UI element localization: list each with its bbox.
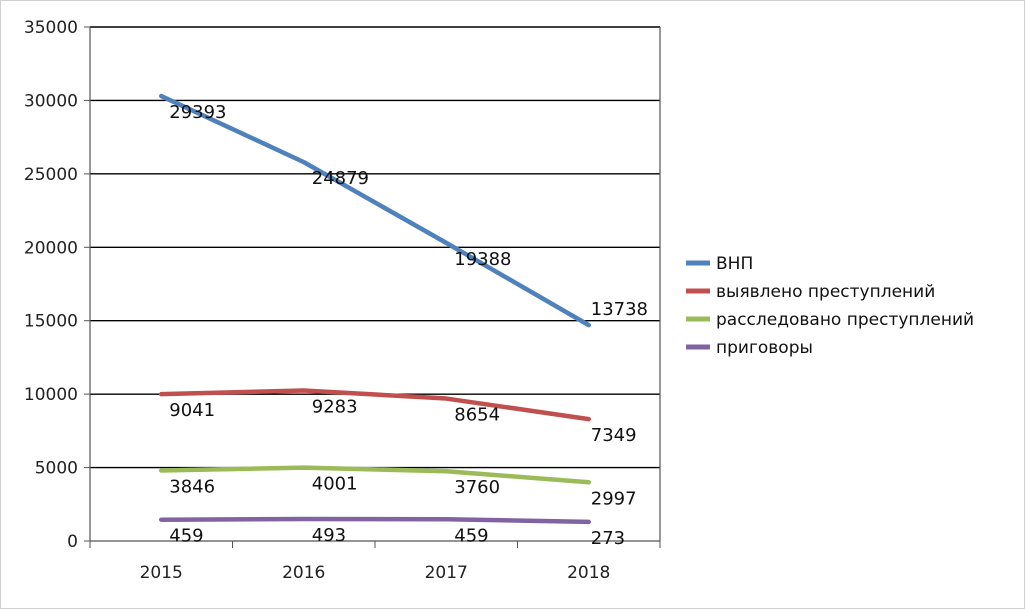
legend-label: ВНП [716, 254, 753, 274]
data-label: 24879 [312, 168, 369, 189]
legend-label: расследовано преступлений [716, 310, 974, 330]
data-label: 273 [591, 528, 625, 549]
data-label: 29393 [169, 102, 226, 123]
legend-label: выявлено преступлений [716, 282, 935, 302]
data-label: 493 [312, 525, 346, 546]
data-label: 3846 [169, 477, 215, 498]
y-tick-label: 30000 [24, 91, 78, 111]
data-label: 3760 [454, 477, 500, 498]
series-line-1 [159, 93, 591, 328]
series-line-3 [159, 465, 591, 485]
x-tick-label: 2018 [567, 563, 610, 583]
data-label: 7349 [591, 425, 637, 446]
data-label: 459 [454, 525, 488, 546]
data-label: 19388 [454, 249, 511, 270]
series-line-2 [159, 388, 591, 422]
y-tick-label: 15000 [24, 312, 78, 332]
data-label: 459 [169, 526, 203, 547]
x-tick-label: 2015 [140, 563, 183, 583]
data-label: 9041 [169, 400, 215, 421]
x-tick-label: 2017 [425, 563, 468, 583]
x-tick-label: 2016 [282, 563, 325, 583]
y-tick-label: 25000 [24, 165, 78, 185]
y-tick-label: 20000 [24, 238, 78, 258]
data-label: 4001 [312, 474, 358, 495]
data-label: 2997 [591, 488, 637, 509]
data-label: 9283 [312, 396, 358, 417]
series-line-4 [159, 516, 591, 525]
data-label: 8654 [454, 405, 500, 426]
y-tick-label: 35000 [24, 18, 78, 38]
legend-label: приговоры [716, 338, 813, 358]
y-tick-label: 10000 [24, 385, 78, 405]
y-tick-label: 0 [67, 532, 78, 552]
data-label: 13738 [591, 299, 648, 320]
y-tick-label: 5000 [35, 459, 78, 479]
